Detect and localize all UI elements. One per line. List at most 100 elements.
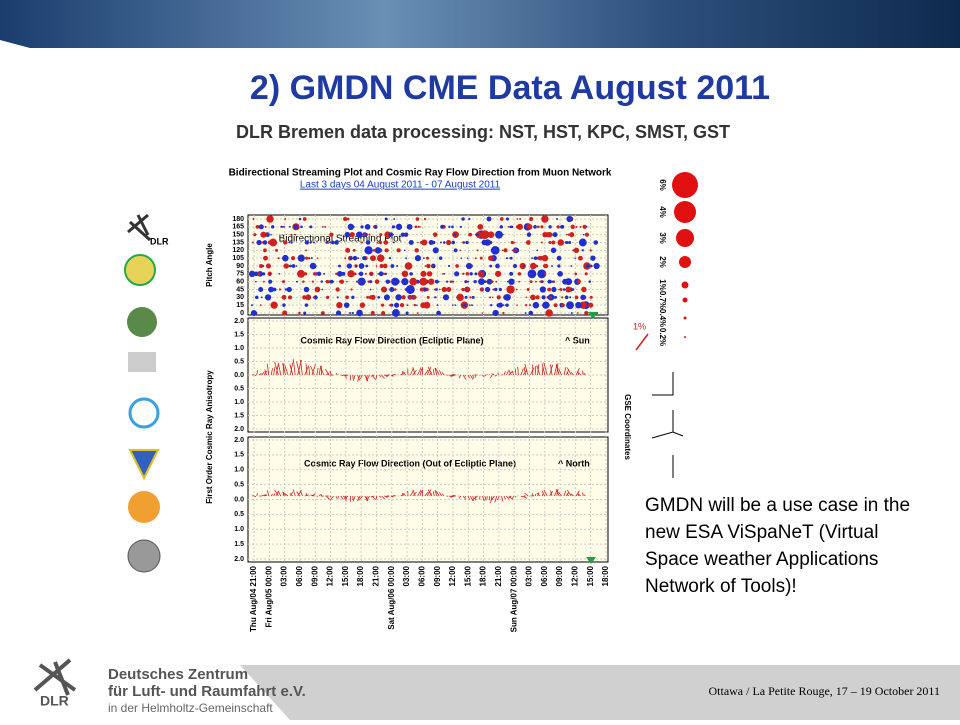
x-tick-label: 09:00 [310,565,319,586]
stream-dot [478,271,484,277]
x-tick-label: Sun Aug/07 00:00 [509,565,518,632]
stream-dot [513,264,517,268]
stream-dot [271,225,274,228]
stream-dot [312,281,314,283]
stream-dot [529,217,533,221]
org-name: Deutsches Zentrum [108,666,248,683]
stream-dot [582,249,584,251]
stream-dot [362,242,364,244]
stream-dot [292,264,296,268]
stream-dot [469,272,472,275]
stream-dot [530,295,536,301]
stream-dot [270,302,277,309]
y-tick-label: 1.0 [234,526,244,533]
stream-dot [409,278,417,286]
stream-dot [396,265,398,267]
stream-dot [313,242,315,244]
stream-dot [451,226,454,229]
stream-dot [427,273,429,275]
stream-dot [551,248,557,254]
stream-dot [422,272,426,276]
stream-dot [494,288,497,291]
x-tick-label: 12:00 [571,565,580,586]
stream-dot [456,294,463,301]
stream-dot [543,264,546,267]
y-tick-label: 135 [232,239,244,246]
stream-dot [362,256,366,260]
stream-dot [259,224,264,229]
stream-dot [352,312,354,314]
y-tick-label: 1.5 [234,412,244,419]
x-tick-label: 06:00 [295,565,304,586]
stream-dot [370,273,372,275]
stream-dot [525,304,527,306]
stream-dot [355,265,357,267]
stream-dot [438,281,440,283]
stream-dot [356,310,363,317]
x-tick-label: Fri Aug/05 00:00 [264,565,273,627]
stream-dot [294,234,296,236]
stream-dot [468,218,470,220]
y-tick-label: 0.5 [234,481,244,488]
stream-dot [290,234,292,236]
x-tick-label: 06:00 [540,565,549,586]
stream-dot [255,281,257,283]
stream-dot [566,234,568,236]
stream-dot [390,264,394,268]
stream-dot [536,249,538,251]
stream-dot [288,295,292,299]
stream-dot [440,225,444,229]
stream-dot [519,218,521,220]
x-tick-label: 12:00 [448,565,457,586]
stream-dot [460,226,462,228]
stream-dot [297,270,305,278]
stream-dot [344,257,346,259]
stream-dot [420,241,423,244]
stream-dot [477,249,479,251]
stream-dot [280,226,282,228]
stream-dot [376,242,378,244]
stream-dot [535,281,537,283]
stream-dot [365,273,367,275]
logos [125,215,160,572]
stream-dot [508,226,510,228]
stream-dot [446,287,451,292]
stream-dot [257,272,260,275]
stream-dot [452,281,454,283]
stream-dot [349,256,352,259]
stream-dot [347,218,350,221]
stream-dot [256,240,261,245]
stream-dot [313,296,315,298]
stream-dot [269,273,271,275]
stream-dot [561,296,563,298]
x-tick-label: 03:00 [402,565,411,586]
stream-dot [465,296,468,299]
x-tick-label: 18:00 [356,565,365,586]
stream-dot [282,280,285,283]
org-name: in der Helmholtz-Gemeinschaft [108,701,273,715]
stream-dot [533,304,535,306]
size-legend-dot [676,229,694,247]
y-tick-label: 1.5 [234,331,244,338]
stream-dot [278,257,280,259]
stream-dot [400,303,404,307]
stream-dot [253,233,256,236]
stream-dot [491,280,494,283]
stream-dot [401,278,408,285]
stream-dot [563,288,566,291]
stream-dot [379,264,383,268]
stream-dot [385,273,387,275]
stream-dot [581,287,586,292]
stream-dot [505,303,508,306]
x-tick-label: 21:00 [494,565,503,586]
stream-dot [557,271,563,277]
stream-dot [475,257,477,259]
stream-dot [584,311,588,315]
stream-dot [472,304,474,306]
stream-dot [579,242,581,244]
y-tick-label: 2.0 [234,426,244,433]
stream-dot [341,272,345,276]
stream-dot [554,296,557,299]
stream-dot [266,263,271,268]
flow-arrow [338,374,339,375]
